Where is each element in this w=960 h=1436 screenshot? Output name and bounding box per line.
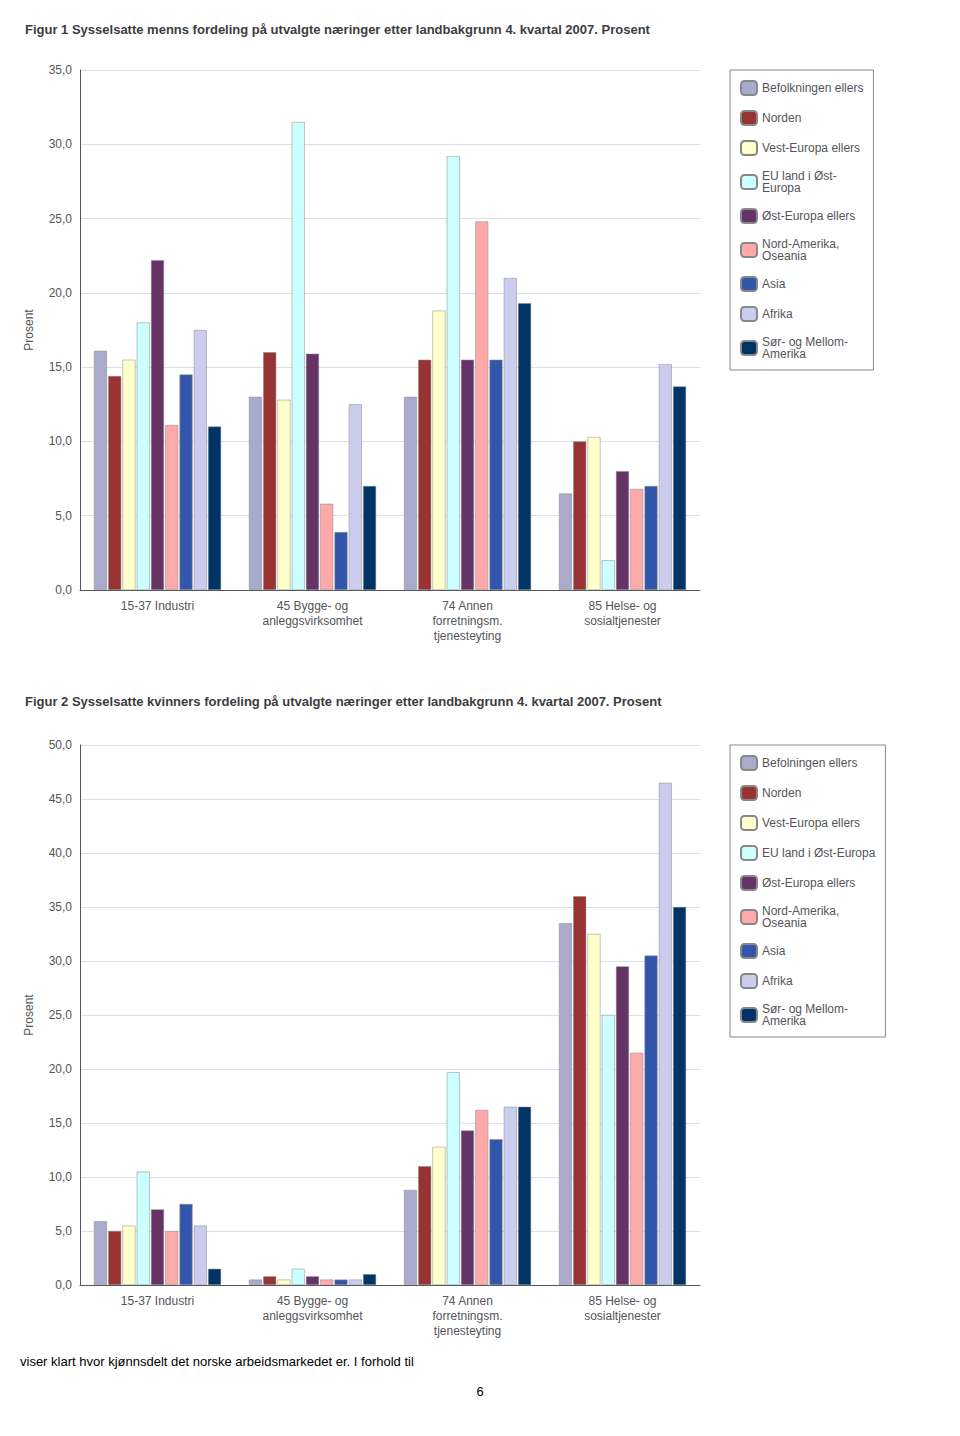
svg-text:Afrika: Afrika bbox=[762, 974, 793, 988]
svg-text:Europa: Europa bbox=[762, 181, 801, 195]
svg-text:Sør- og Mellom-: Sør- og Mellom- bbox=[762, 1002, 848, 1016]
svg-text:45 Bygge- og: 45 Bygge- og bbox=[277, 599, 348, 613]
svg-text:25,0: 25,0 bbox=[49, 1008, 73, 1022]
svg-text:15-37 Industri: 15-37 Industri bbox=[121, 599, 194, 613]
svg-text:0,0: 0,0 bbox=[55, 1278, 72, 1292]
svg-text:Sør- og Mellom-: Sør- og Mellom- bbox=[762, 335, 848, 349]
svg-text:Øst-Europa ellers: Øst-Europa ellers bbox=[762, 209, 855, 223]
svg-text:Norden: Norden bbox=[762, 786, 801, 800]
svg-text:anleggsvirksomhet: anleggsvirksomhet bbox=[262, 614, 363, 628]
svg-text:tjenesteyting: tjenesteyting bbox=[434, 1324, 501, 1338]
svg-text:45,0: 45,0 bbox=[49, 792, 73, 806]
svg-text:tjenesteyting: tjenesteyting bbox=[434, 629, 501, 643]
svg-text:35,0: 35,0 bbox=[49, 900, 73, 914]
svg-text:20,0: 20,0 bbox=[49, 1062, 73, 1076]
svg-text:viser klart hvor kjønnsdelt de: viser klart hvor kjønnsdelt det norske a… bbox=[20, 1354, 414, 1369]
svg-text:Norden: Norden bbox=[762, 111, 801, 125]
svg-text:forretningsm.: forretningsm. bbox=[432, 614, 502, 628]
svg-text:Asia: Asia bbox=[762, 944, 786, 958]
svg-text:sosialtjenester: sosialtjenester bbox=[584, 614, 661, 628]
svg-text:Prosent: Prosent bbox=[22, 309, 36, 351]
svg-text:20,0: 20,0 bbox=[49, 286, 73, 300]
svg-text:Befolningen ellers: Befolningen ellers bbox=[762, 756, 857, 770]
svg-text:35,0: 35,0 bbox=[49, 63, 73, 77]
svg-text:Figur 2 Sysselsatte kvinners f: Figur 2 Sysselsatte kvinners fordeling p… bbox=[25, 694, 662, 709]
svg-text:Afrika: Afrika bbox=[762, 307, 793, 321]
svg-text:5,0: 5,0 bbox=[55, 509, 72, 523]
svg-text:85 Helse- og: 85 Helse- og bbox=[588, 1294, 656, 1308]
svg-text:10,0: 10,0 bbox=[49, 434, 73, 448]
svg-text:85 Helse- og: 85 Helse- og bbox=[588, 599, 656, 613]
svg-text:74 Annen: 74 Annen bbox=[442, 1294, 493, 1308]
svg-text:74 Annen: 74 Annen bbox=[442, 599, 493, 613]
svg-text:Øst-Europa ellers: Øst-Europa ellers bbox=[762, 876, 855, 890]
svg-text:5,0: 5,0 bbox=[55, 1224, 72, 1238]
svg-text:anleggsvirksomhet: anleggsvirksomhet bbox=[262, 1309, 363, 1323]
svg-text:30,0: 30,0 bbox=[49, 137, 73, 151]
svg-text:15,0: 15,0 bbox=[49, 360, 73, 374]
svg-text:30,0: 30,0 bbox=[49, 954, 73, 968]
svg-text:45 Bygge- og: 45 Bygge- og bbox=[277, 1294, 348, 1308]
svg-text:15,0: 15,0 bbox=[49, 1116, 73, 1130]
svg-text:sosialtjenester: sosialtjenester bbox=[584, 1309, 661, 1323]
svg-text:0,0: 0,0 bbox=[55, 583, 72, 597]
svg-text:EU land i Øst-Europa: EU land i Øst-Europa bbox=[762, 846, 876, 860]
svg-text:Amerika: Amerika bbox=[762, 1014, 806, 1028]
svg-text:EU land i Øst-: EU land i Øst- bbox=[762, 169, 837, 183]
svg-text:50,0: 50,0 bbox=[49, 738, 73, 752]
svg-text:6: 6 bbox=[476, 1384, 483, 1399]
svg-text:Figur 1 Sysselsatte menns ford: Figur 1 Sysselsatte menns fordeling på u… bbox=[25, 22, 651, 37]
svg-text:Oseania: Oseania bbox=[762, 249, 807, 263]
svg-text:10,0: 10,0 bbox=[49, 1170, 73, 1184]
svg-text:15-37 Industri: 15-37 Industri bbox=[121, 1294, 194, 1308]
svg-text:Prosent: Prosent bbox=[22, 994, 36, 1036]
svg-text:25,0: 25,0 bbox=[49, 212, 73, 226]
svg-text:Nord-Amerika,: Nord-Amerika, bbox=[762, 904, 840, 918]
svg-text:Vest-Europa ellers: Vest-Europa ellers bbox=[762, 141, 860, 155]
svg-text:Oseania: Oseania bbox=[762, 916, 807, 930]
svg-text:40,0: 40,0 bbox=[49, 846, 73, 860]
svg-text:Asia: Asia bbox=[762, 277, 786, 291]
svg-text:forretningsm.: forretningsm. bbox=[432, 1309, 502, 1323]
svg-text:Vest-Europa ellers: Vest-Europa ellers bbox=[762, 816, 860, 830]
svg-text:Amerika: Amerika bbox=[762, 347, 806, 361]
svg-text:Nord-Amerika,: Nord-Amerika, bbox=[762, 237, 840, 251]
svg-text:Befolkningen ellers: Befolkningen ellers bbox=[762, 81, 863, 95]
